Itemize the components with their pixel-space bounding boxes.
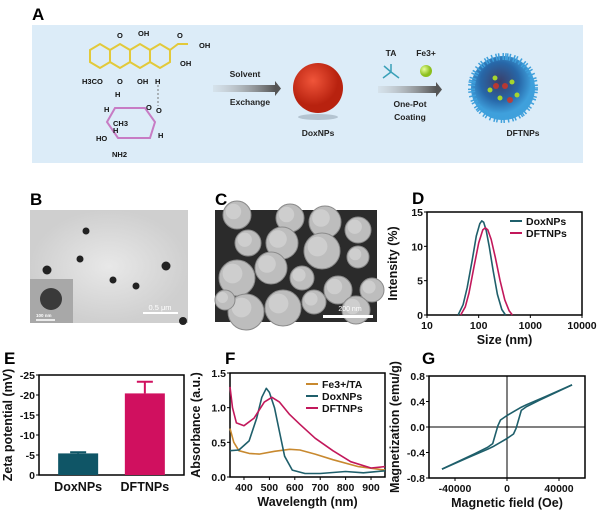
atom-label: O xyxy=(146,103,152,112)
x-tick-label: 100 xyxy=(470,320,488,332)
scale-bar-label-c: 200 nm xyxy=(338,306,362,313)
y-tick-label: -5 xyxy=(26,450,35,462)
step1-line2: Exchange xyxy=(230,97,270,107)
panel-label-b: B xyxy=(30,190,42,209)
atom-label: O xyxy=(117,77,123,86)
ta-label: TA xyxy=(386,48,397,58)
x-tick-label: 600 xyxy=(286,482,304,494)
series-line-fe3-ta xyxy=(230,429,385,471)
y-tick-label: -0.4 xyxy=(407,448,425,460)
x-tick-label: 800 xyxy=(337,482,355,494)
atom-label: OH xyxy=(199,41,210,50)
panel-label-d: D xyxy=(412,189,424,208)
panel-c-sem-image: C 200 nm xyxy=(215,190,384,330)
arrow-one-pot-coating xyxy=(378,86,436,93)
legend-entry: DoxNPs xyxy=(526,216,566,228)
legend-entry: DoxNPs xyxy=(322,391,362,403)
category-label: DFTNPs xyxy=(121,480,170,494)
x-axis-label: Size (nm) xyxy=(477,333,533,347)
x-tick-label: 0 xyxy=(504,483,510,495)
legend-entry: DFTNPs xyxy=(322,403,363,415)
y-axis-label: Zeta potential (mV) xyxy=(1,369,15,482)
atom-label: H xyxy=(158,131,163,140)
panel-b-tem-image: B 100 nm 0.5 μm xyxy=(30,190,188,325)
scale-bar-label-b: 0.5 μm xyxy=(148,303,171,312)
x-tick-label: -40000 xyxy=(439,483,472,495)
panel-label-g: G xyxy=(422,349,435,368)
bar-doxnps xyxy=(58,453,98,475)
y-tick-label: 0.0 xyxy=(410,422,425,434)
y-tick-label: 5 xyxy=(417,276,423,288)
atom-label: H xyxy=(115,90,120,99)
step1-line1: Solvent xyxy=(230,69,261,79)
atom-label: O xyxy=(117,31,123,40)
atom-label: O xyxy=(156,106,162,115)
atom-label: OH xyxy=(137,77,148,86)
inset-scale-bar-label: 100 nm xyxy=(36,313,52,318)
fe-label: Fe3+ xyxy=(416,48,436,58)
atom-label: NH2 xyxy=(112,150,127,159)
y-tick-label: 15 xyxy=(411,207,423,219)
x-tick-label: 1000 xyxy=(519,320,543,332)
legend-entry: Fe3+/TA xyxy=(322,379,363,391)
atom-label: H xyxy=(104,105,109,114)
y-axis-label: Intensity (%) xyxy=(386,226,400,300)
y-tick-label: 0.5 xyxy=(211,437,226,449)
x-axis-label: Magnetic field (Oe) xyxy=(451,496,563,510)
y-tick-label: -25 xyxy=(20,370,35,382)
y-tick-label: 0.0 xyxy=(211,472,226,484)
bar-dftnps xyxy=(125,393,165,475)
y-tick-label: -20 xyxy=(20,390,35,402)
atom-label: OH xyxy=(180,59,191,68)
y-tick-label: 0.4 xyxy=(410,397,425,409)
x-tick-label: 10000 xyxy=(567,320,596,332)
x-tick-label: 700 xyxy=(311,482,329,494)
fe-ion-icon xyxy=(420,65,432,77)
atom-label: H xyxy=(113,126,118,135)
y-tick-label: 1.5 xyxy=(211,368,226,380)
category-label: DoxNPs xyxy=(54,480,102,494)
step2-line1: One-Pot xyxy=(393,99,426,109)
panel-label-f: F xyxy=(225,349,235,368)
y-tick-label: 0.8 xyxy=(410,371,425,383)
y-tick-label: -10 xyxy=(20,430,35,442)
dftnps-label: DFTNPs xyxy=(506,128,539,138)
atom-label: H xyxy=(155,77,160,86)
x-tick-label: 10 xyxy=(421,320,433,332)
x-axis-label: Wavelength (nm) xyxy=(257,495,357,509)
y-tick-label: 0 xyxy=(29,470,35,482)
atom-label: HO xyxy=(96,134,107,143)
y-tick-label: -15 xyxy=(20,410,35,422)
x-tick-label: 400 xyxy=(235,482,253,494)
doxnp-particle xyxy=(293,63,343,113)
x-tick-label: 40000 xyxy=(544,483,573,495)
series-line-dftnps xyxy=(461,228,513,315)
chart-e: 0 -5 -10 -15 -20 -25 Zeta potential (mV) DoxNPs… xyxy=(1,369,184,494)
y-axis-label: Magnetization (emu/g) xyxy=(388,361,402,493)
panel-label-c: C xyxy=(215,190,227,209)
x-tick-label: 900 xyxy=(362,482,380,494)
step2-line2: Coating xyxy=(394,112,426,122)
atom-label: H3CO xyxy=(82,77,103,86)
x-tick-label: 500 xyxy=(261,482,279,494)
doxnps-label: DoxNPs xyxy=(302,128,335,138)
arrow-solvent-exchange xyxy=(213,85,275,92)
legend-entry: DFTNPs xyxy=(526,228,567,240)
panel-label-a: A xyxy=(32,5,44,24)
atom-label: OH xyxy=(138,29,149,38)
panel-label-e: E xyxy=(4,349,15,368)
y-tick-label: 1.0 xyxy=(211,403,226,415)
atom-label: O xyxy=(177,31,183,40)
y-tick-label: -0.8 xyxy=(407,473,425,485)
y-tick-label: 10 xyxy=(411,241,423,253)
chart-f: 0.0 0.5 1.0 1.5 400 500 600 700 800 900 Wavelength… xyxy=(189,368,385,509)
y-axis-label: Absorbance (a.u.) xyxy=(189,372,203,478)
